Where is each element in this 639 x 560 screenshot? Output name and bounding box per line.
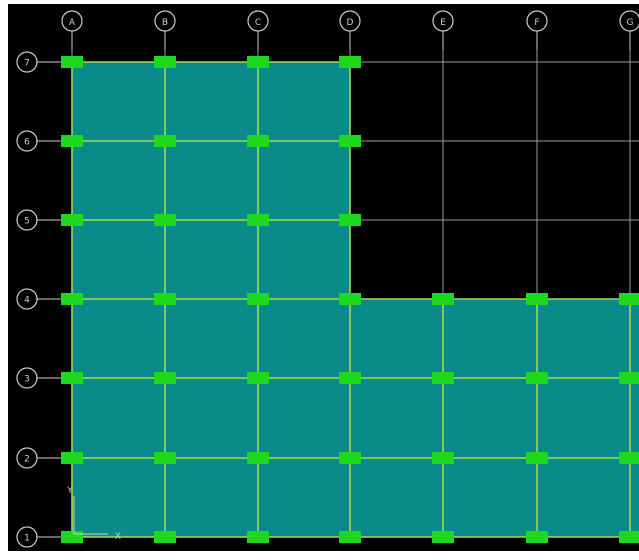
grid-bubble[interactable] xyxy=(16,288,38,310)
grid-bubble[interactable] xyxy=(619,10,639,32)
grid-bubble[interactable] xyxy=(154,10,176,32)
column-marker[interactable] xyxy=(526,452,548,464)
grid-bubble[interactable] xyxy=(61,10,83,32)
column-marker[interactable] xyxy=(154,531,176,543)
column-marker[interactable] xyxy=(339,214,361,226)
grid-bubble[interactable] xyxy=(16,526,38,548)
grid-bubble[interactable] xyxy=(339,10,361,32)
column-marker[interactable] xyxy=(619,372,639,384)
grid-bubble[interactable] xyxy=(432,10,454,32)
grid-bubble[interactable] xyxy=(16,130,38,152)
grid-bubble-label: 2 xyxy=(24,455,30,465)
column-marker[interactable] xyxy=(339,452,361,464)
column-marker[interactable] xyxy=(432,372,454,384)
column-marker[interactable] xyxy=(154,135,176,147)
column-marker[interactable] xyxy=(247,135,269,147)
column-marker[interactable] xyxy=(247,56,269,68)
grid-bubble-label: 5 xyxy=(24,217,30,227)
column-marker[interactable] xyxy=(61,56,83,68)
column-marker[interactable] xyxy=(339,135,361,147)
grid-bubble-label: 3 xyxy=(24,375,30,385)
grid-bubble-label: B xyxy=(162,18,168,28)
column-marker[interactable] xyxy=(526,531,548,543)
column-marker[interactable] xyxy=(432,452,454,464)
column-marker[interactable] xyxy=(247,531,269,543)
grid-bubble-label: F xyxy=(534,18,539,28)
axis-indicator: XY xyxy=(66,486,121,542)
grid-bubble[interactable] xyxy=(16,367,38,389)
column-marker[interactable] xyxy=(154,293,176,305)
grid-bubble-label: 7 xyxy=(24,59,30,69)
column-marker[interactable] xyxy=(61,135,83,147)
grid-bubble-label: C xyxy=(255,18,261,28)
column-marker[interactable] xyxy=(154,372,176,384)
column-marker[interactable] xyxy=(247,452,269,464)
column-marker[interactable] xyxy=(61,531,83,543)
column-marker[interactable] xyxy=(339,56,361,68)
column-layer xyxy=(61,56,639,543)
y-axis-label: Y xyxy=(66,486,73,496)
grid-bubble-label: 4 xyxy=(24,296,30,306)
column-marker[interactable] xyxy=(61,214,83,226)
column-marker[interactable] xyxy=(526,372,548,384)
column-marker[interactable] xyxy=(619,452,639,464)
grid-bubble-label: G xyxy=(627,18,634,28)
grid-bubble[interactable] xyxy=(16,447,38,469)
column-marker[interactable] xyxy=(247,214,269,226)
grid-bubble-label: D xyxy=(347,18,354,28)
column-marker[interactable] xyxy=(61,293,83,305)
column-marker[interactable] xyxy=(619,531,639,543)
column-marker[interactable] xyxy=(432,531,454,543)
grid-bubble-label: A xyxy=(69,18,76,28)
grid-bubble[interactable] xyxy=(526,10,548,32)
grid-bubble[interactable] xyxy=(247,10,269,32)
column-marker[interactable] xyxy=(247,293,269,305)
column-marker[interactable] xyxy=(154,56,176,68)
row-grid-bubbles: 7 6 5 4 3 2 1 xyxy=(16,51,60,548)
column-marker[interactable] xyxy=(247,372,269,384)
column-marker[interactable] xyxy=(154,214,176,226)
column-marker[interactable] xyxy=(339,372,361,384)
column-marker[interactable] xyxy=(339,293,361,305)
x-axis-label: X xyxy=(115,532,121,542)
grid-bubble-label: E xyxy=(440,18,446,28)
column-grid-bubbles: A B C D E F G xyxy=(61,10,639,50)
column-marker[interactable] xyxy=(339,531,361,543)
grid-bubble[interactable] xyxy=(16,51,38,73)
column-marker[interactable] xyxy=(61,452,83,464)
grid-bubble-label: 1 xyxy=(24,534,30,544)
grid-bubble[interactable] xyxy=(16,209,38,231)
column-marker[interactable] xyxy=(619,293,639,305)
column-marker[interactable] xyxy=(61,372,83,384)
column-marker[interactable] xyxy=(154,452,176,464)
column-marker[interactable] xyxy=(526,293,548,305)
grid-bubble-label: 6 xyxy=(24,138,30,148)
column-marker[interactable] xyxy=(432,293,454,305)
